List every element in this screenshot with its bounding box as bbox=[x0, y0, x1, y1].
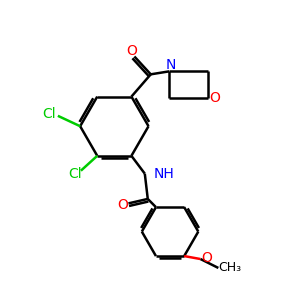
Text: N: N bbox=[166, 58, 176, 72]
Text: O: O bbox=[209, 91, 220, 105]
Text: Cl: Cl bbox=[43, 107, 56, 121]
Text: Cl: Cl bbox=[68, 167, 82, 181]
Text: CH₃: CH₃ bbox=[218, 262, 241, 275]
Text: NH: NH bbox=[154, 167, 175, 181]
Text: O: O bbox=[127, 44, 137, 58]
Text: O: O bbox=[201, 250, 212, 265]
Text: O: O bbox=[118, 198, 128, 212]
